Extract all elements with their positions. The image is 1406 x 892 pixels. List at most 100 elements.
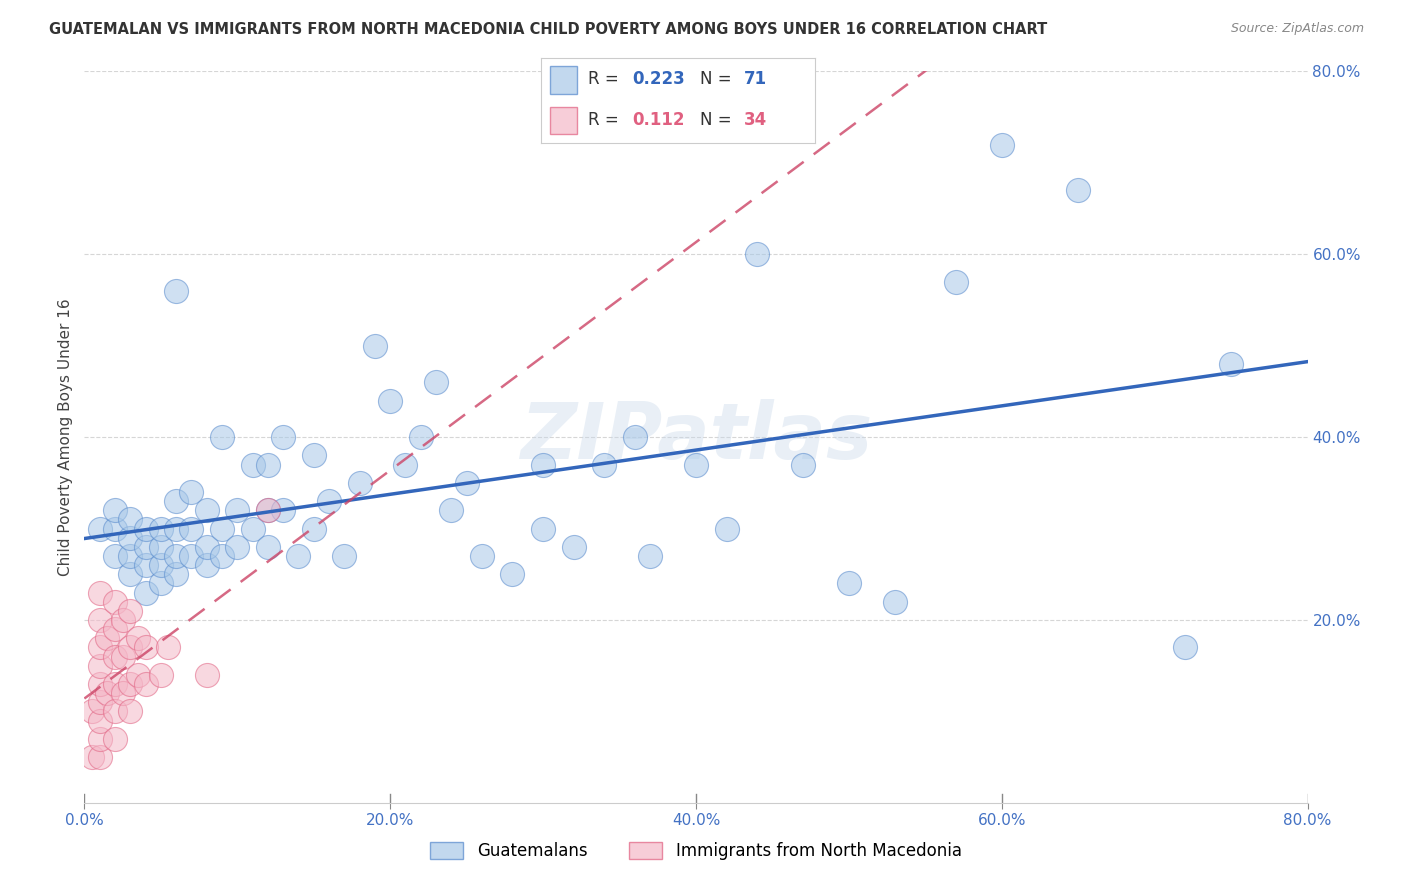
Point: [104, 503, 127, 517]
Point: [180, 485, 202, 500]
Point: [638, 549, 661, 563]
Point: [120, 567, 142, 582]
Point: [149, 667, 172, 681]
Text: ZIPatlas: ZIPatlas: [520, 399, 872, 475]
Point: [593, 458, 616, 472]
Point: [318, 494, 340, 508]
Point: [104, 649, 127, 664]
Point: [838, 576, 860, 591]
Point: [89, 695, 111, 709]
Point: [333, 549, 356, 563]
Point: [257, 503, 280, 517]
Point: [165, 567, 187, 582]
Point: [242, 458, 264, 472]
Point: [945, 275, 967, 289]
Point: [104, 521, 127, 535]
Point: [271, 503, 294, 517]
Point: [195, 503, 218, 517]
Point: [271, 430, 294, 444]
Point: [1220, 357, 1243, 371]
Text: R =: R =: [588, 111, 628, 128]
Point: [89, 750, 111, 764]
Point: [120, 549, 142, 563]
Point: [149, 540, 172, 554]
Point: [157, 640, 180, 655]
Text: 71: 71: [744, 70, 768, 88]
Point: [149, 558, 172, 573]
Point: [104, 705, 127, 719]
Point: [211, 521, 233, 535]
Point: [165, 549, 187, 563]
Point: [127, 632, 149, 646]
Point: [89, 613, 111, 627]
Point: [135, 585, 157, 599]
Point: [135, 558, 157, 573]
Point: [135, 677, 157, 691]
Point: [165, 494, 187, 508]
Point: [195, 667, 218, 681]
Point: [226, 503, 249, 517]
Point: [120, 604, 142, 618]
Point: [302, 521, 325, 535]
Point: [89, 714, 111, 728]
Point: [89, 640, 111, 655]
Point: [104, 677, 127, 691]
Point: [531, 458, 554, 472]
Text: N =: N =: [700, 70, 737, 88]
Point: [104, 622, 127, 636]
Point: [104, 594, 127, 608]
Point: [257, 458, 280, 472]
Point: [111, 613, 134, 627]
Point: [1067, 183, 1090, 197]
Point: [425, 375, 447, 389]
Point: [165, 521, 187, 535]
Point: [149, 521, 172, 535]
Point: [96, 686, 118, 700]
Point: [195, 558, 218, 573]
Point: [792, 458, 814, 472]
Point: [287, 549, 309, 563]
Point: [120, 640, 142, 655]
Point: [211, 430, 233, 444]
Text: 34: 34: [744, 111, 768, 128]
Text: Source: ZipAtlas.com: Source: ZipAtlas.com: [1230, 22, 1364, 36]
Point: [89, 677, 111, 691]
Point: [135, 521, 157, 535]
Legend: Guatemalans, Immigrants from North Macedonia: Guatemalans, Immigrants from North Maced…: [430, 842, 962, 860]
Point: [165, 284, 187, 298]
Point: [120, 705, 142, 719]
Point: [89, 585, 111, 599]
Point: [302, 448, 325, 462]
Point: [440, 503, 463, 517]
Point: [89, 658, 111, 673]
Point: [104, 731, 127, 746]
Point: [409, 430, 432, 444]
Point: [1174, 640, 1197, 655]
Point: [127, 667, 149, 681]
Point: [120, 677, 142, 691]
Point: [471, 549, 494, 563]
Point: [80, 750, 103, 764]
Point: [991, 137, 1014, 152]
Y-axis label: Child Poverty Among Boys Under 16: Child Poverty Among Boys Under 16: [58, 298, 73, 576]
Text: R =: R =: [588, 70, 624, 88]
Point: [104, 549, 127, 563]
Point: [226, 540, 249, 554]
Text: 0.223: 0.223: [631, 70, 685, 88]
Point: [456, 475, 478, 490]
Bar: [550, 107, 576, 134]
Text: GUATEMALAN VS IMMIGRANTS FROM NORTH MACEDONIA CHILD POVERTY AMONG BOYS UNDER 16 : GUATEMALAN VS IMMIGRANTS FROM NORTH MACE…: [49, 22, 1047, 37]
Point: [716, 521, 738, 535]
Point: [364, 338, 387, 352]
Point: [180, 521, 202, 535]
Point: [380, 393, 402, 408]
Point: [111, 686, 134, 700]
Point: [195, 540, 218, 554]
Point: [149, 576, 172, 591]
Point: [257, 503, 280, 517]
Point: [502, 567, 524, 582]
Point: [257, 540, 280, 554]
Point: [135, 640, 157, 655]
Point: [89, 731, 111, 746]
Point: [747, 247, 769, 261]
